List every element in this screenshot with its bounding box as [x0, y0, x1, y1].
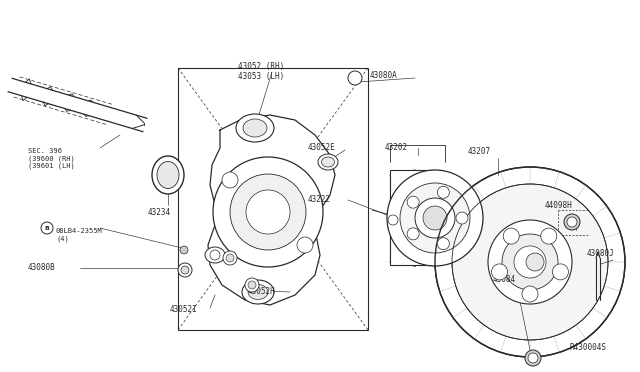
Circle shape — [541, 228, 557, 244]
Circle shape — [180, 246, 188, 254]
Circle shape — [488, 220, 572, 304]
Circle shape — [400, 183, 470, 253]
Circle shape — [514, 246, 546, 278]
Circle shape — [245, 278, 259, 292]
Text: 43080B: 43080B — [28, 263, 56, 273]
Ellipse shape — [526, 253, 544, 271]
Circle shape — [564, 214, 580, 230]
Circle shape — [503, 228, 519, 244]
Circle shape — [522, 286, 538, 302]
Bar — [178, 68, 368, 330]
Text: 43222: 43222 — [308, 196, 331, 205]
Circle shape — [528, 353, 538, 363]
Text: 43052I: 43052I — [170, 305, 198, 314]
Text: 43234: 43234 — [148, 208, 171, 217]
Text: 43080A: 43080A — [370, 71, 397, 80]
Circle shape — [567, 217, 577, 227]
Circle shape — [423, 206, 447, 230]
Circle shape — [246, 190, 290, 234]
Circle shape — [210, 250, 220, 260]
Circle shape — [502, 234, 558, 290]
Circle shape — [407, 228, 419, 240]
Ellipse shape — [236, 114, 274, 142]
Circle shape — [456, 212, 468, 224]
Ellipse shape — [318, 154, 338, 170]
FancyBboxPatch shape — [390, 170, 435, 265]
Text: 43202: 43202 — [385, 144, 408, 153]
Circle shape — [552, 264, 568, 280]
Ellipse shape — [243, 119, 267, 137]
Circle shape — [213, 157, 323, 267]
Circle shape — [181, 266, 189, 274]
Text: 43207: 43207 — [468, 148, 491, 157]
Circle shape — [248, 281, 256, 289]
Circle shape — [230, 174, 306, 250]
Circle shape — [41, 222, 53, 234]
Text: R430004S: R430004S — [570, 343, 607, 353]
Text: 43052 (RH)
43053 (LH): 43052 (RH) 43053 (LH) — [238, 62, 284, 81]
Text: 08LB4-2355M
(4): 08LB4-2355M (4) — [56, 228, 103, 241]
Circle shape — [388, 215, 398, 225]
Circle shape — [297, 237, 313, 253]
Ellipse shape — [242, 280, 274, 304]
Circle shape — [178, 263, 192, 277]
Circle shape — [348, 71, 362, 85]
Text: 43080J: 43080J — [587, 250, 615, 259]
Circle shape — [387, 170, 483, 266]
Circle shape — [435, 167, 625, 357]
Ellipse shape — [321, 157, 335, 167]
Circle shape — [452, 184, 608, 340]
Circle shape — [407, 196, 419, 208]
Circle shape — [437, 186, 449, 198]
Text: 43084: 43084 — [493, 276, 516, 285]
Text: 43052H: 43052H — [248, 288, 276, 296]
Text: 43052E: 43052E — [308, 144, 336, 153]
Circle shape — [437, 238, 449, 250]
Circle shape — [223, 251, 237, 265]
Text: B: B — [45, 225, 49, 231]
Polygon shape — [208, 115, 335, 305]
Circle shape — [415, 198, 455, 238]
Ellipse shape — [248, 285, 268, 299]
Text: SEC. 396
(39600 (RH)
(39601 (LH): SEC. 396 (39600 (RH) (39601 (LH) — [28, 148, 75, 169]
Ellipse shape — [152, 156, 184, 194]
Circle shape — [222, 172, 238, 188]
Circle shape — [226, 254, 234, 262]
Text: 44098H: 44098H — [545, 202, 573, 211]
Circle shape — [525, 350, 541, 366]
Ellipse shape — [157, 161, 179, 189]
Ellipse shape — [205, 247, 225, 263]
Circle shape — [492, 264, 508, 280]
